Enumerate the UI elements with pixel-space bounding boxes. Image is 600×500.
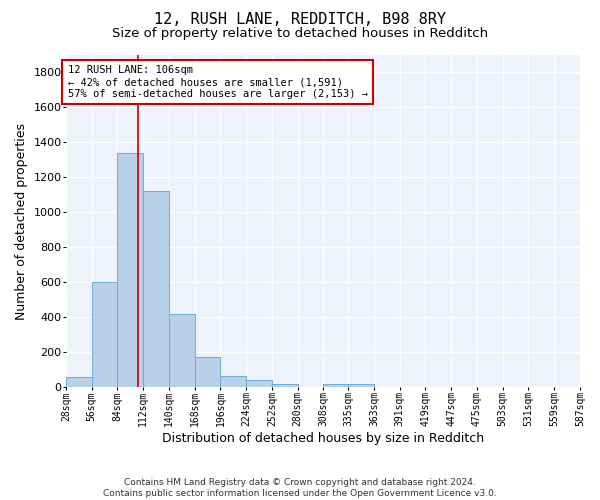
Bar <box>323 384 348 387</box>
Text: 12 RUSH LANE: 106sqm
← 42% of detached houses are smaller (1,591)
57% of semi-de: 12 RUSH LANE: 106sqm ← 42% of detached h… <box>68 66 368 98</box>
Bar <box>143 192 169 387</box>
Bar <box>118 153 143 387</box>
Bar <box>92 282 118 387</box>
Text: 12, RUSH LANE, REDDITCH, B98 8RY: 12, RUSH LANE, REDDITCH, B98 8RY <box>154 12 446 28</box>
Bar <box>66 376 92 387</box>
Bar <box>348 384 374 387</box>
X-axis label: Distribution of detached houses by size in Redditch: Distribution of detached houses by size … <box>162 432 484 445</box>
Bar <box>272 384 298 387</box>
Bar <box>220 376 246 387</box>
Bar <box>169 314 194 387</box>
Bar <box>194 358 220 387</box>
Text: Size of property relative to detached houses in Redditch: Size of property relative to detached ho… <box>112 28 488 40</box>
Y-axis label: Number of detached properties: Number of detached properties <box>15 122 28 320</box>
Bar <box>246 380 272 387</box>
Text: Contains HM Land Registry data © Crown copyright and database right 2024.
Contai: Contains HM Land Registry data © Crown c… <box>103 478 497 498</box>
